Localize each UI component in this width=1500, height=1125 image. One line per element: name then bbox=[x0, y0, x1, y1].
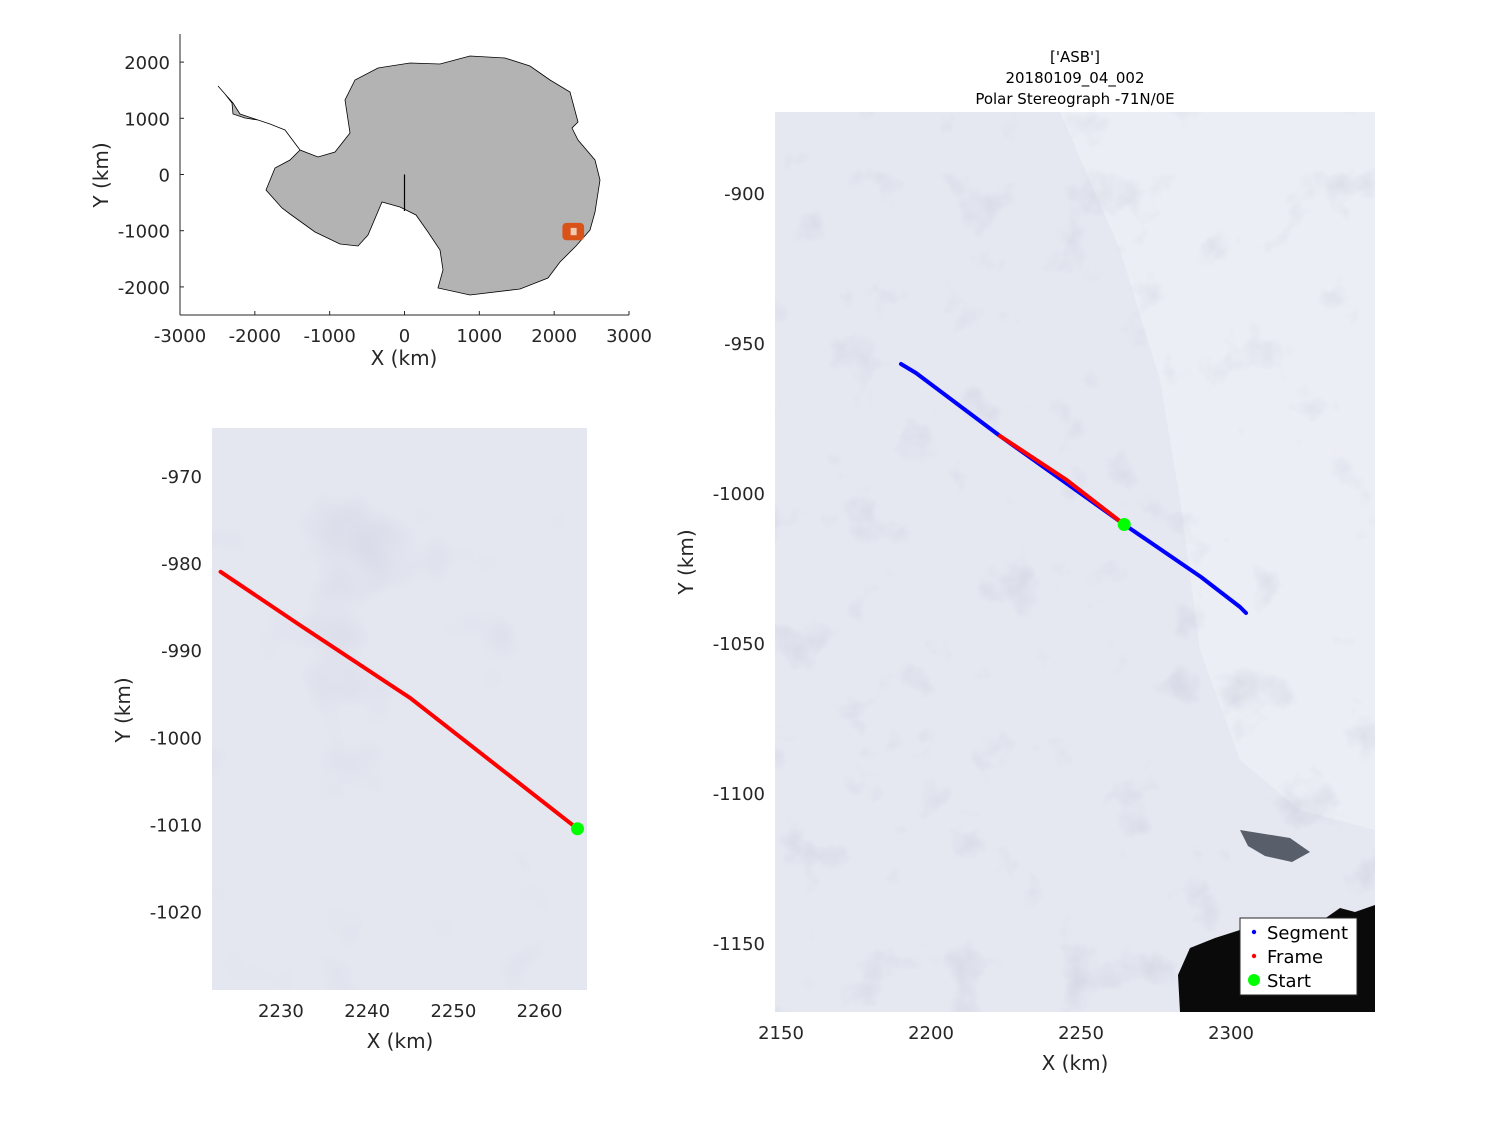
frame-zoom-ytick-label: -1010 bbox=[150, 815, 202, 836]
overview-ytick-label: -2000 bbox=[118, 278, 170, 299]
frame-zoom-xtick-label: 2240 bbox=[344, 1001, 390, 1022]
segment-map-xtick-label: 2250 bbox=[1058, 1023, 1104, 1044]
segment-map-xtick-label: 2300 bbox=[1208, 1023, 1254, 1044]
frame-zoom-ytick-label: -980 bbox=[161, 554, 202, 575]
segment-map-title-line-3: Polar Stereograph -71N/0E bbox=[975, 90, 1174, 108]
overview-panel: -3000 -2000 -1000 0 1000 2000 3000 -2000 -1000 0 1… bbox=[89, 34, 652, 370]
segment-map-ytick-label: -900 bbox=[724, 184, 765, 205]
overview-ylabel: Y (km) bbox=[89, 142, 113, 208]
overview-ytick-label: 0 bbox=[159, 166, 170, 187]
overview-xlabel: X (km) bbox=[371, 346, 438, 370]
frame-zoom-xtick-label: 2230 bbox=[258, 1001, 304, 1022]
segment-map-ytick-label: -1050 bbox=[713, 634, 765, 655]
overview-xtick-label: 3000 bbox=[606, 326, 652, 347]
frame-zoom-texture bbox=[212, 428, 587, 990]
frame-zoom-xtick-label: 2260 bbox=[517, 1001, 563, 1022]
overview-xtick-label: 1000 bbox=[456, 326, 502, 347]
segment-map-ytick-label: -1000 bbox=[713, 484, 765, 505]
legend-label-start: Start bbox=[1267, 971, 1311, 992]
legend-label-segment: Segment bbox=[1267, 923, 1348, 944]
segment-map-ytick-label: -1150 bbox=[713, 934, 765, 955]
segment-map-ytick-label: -1100 bbox=[713, 784, 765, 805]
frame-zoom-series bbox=[218, 569, 585, 836]
frame-zoom-ytick-label: -1020 bbox=[150, 903, 202, 924]
frame-zoom-ytick-label: -970 bbox=[161, 467, 202, 488]
overview-ytick-label: -1000 bbox=[118, 222, 170, 243]
frame-zoom-start-marker bbox=[571, 822, 585, 836]
segment-map-title-line-2: 20180109_04_002 bbox=[1005, 69, 1144, 88]
legend: Segment Frame Start bbox=[1239, 917, 1358, 996]
frame-zoom-ytick-label: -1000 bbox=[150, 728, 202, 749]
overview-ytick-label: 1000 bbox=[124, 109, 170, 130]
legend-label-frame: Frame bbox=[1267, 947, 1323, 968]
overview-xtick-label: -3000 bbox=[154, 326, 206, 347]
frame-zoom-ylabel: Y (km) bbox=[111, 677, 135, 743]
antarctica-landmass bbox=[217, 55, 601, 296]
segment-map-axes: 2150 2200 2250 2300 -900 -950 -1000 -1050 -1100 -… bbox=[713, 184, 1254, 1044]
highlight-box-inner bbox=[570, 227, 577, 236]
frame-zoom-ytick-label: -990 bbox=[161, 641, 202, 662]
legend-marker-frame bbox=[1251, 953, 1257, 959]
segment-map-ytick-label: -950 bbox=[724, 334, 765, 355]
segment-map-xtick-label: 2150 bbox=[758, 1023, 804, 1044]
segment-map-ylabel: Y (km) bbox=[674, 529, 698, 595]
legend-marker-segment bbox=[1251, 929, 1257, 935]
segment-map-xtick-label: 2200 bbox=[908, 1023, 954, 1044]
segment-map-sea-ice bbox=[1240, 830, 1310, 862]
frame-zoom-frame-line bbox=[218, 569, 580, 831]
overview-xtick-label: 0 bbox=[399, 326, 410, 347]
frame-zoom-xtick-label: 2250 bbox=[430, 1001, 476, 1022]
legend-marker-start bbox=[1248, 974, 1260, 986]
segment-map-panel: 2150 2200 2250 2300 -900 -950 -1000 -1050 -1100 -… bbox=[674, 48, 1375, 1075]
segment-map-title-line-1: ['ASB'] bbox=[1050, 48, 1100, 66]
frame-zoom-panel: 2230 2240 2250 2260 -970 -980 -990 -1000 -1010 -1… bbox=[111, 428, 587, 1053]
frame-zoom-axes: 2230 2240 2250 2260 -970 -980 -990 -1000 -1010 -1… bbox=[150, 467, 563, 1022]
overview-ytick-label: 2000 bbox=[124, 53, 170, 74]
segment-map-frame-line bbox=[998, 434, 1127, 527]
segment-map-xlabel: X (km) bbox=[1042, 1051, 1109, 1075]
overview-axes: -3000 -2000 -1000 0 1000 2000 3000 -2000 -1000 0 1… bbox=[118, 34, 652, 347]
overview-xtick-label: -1000 bbox=[304, 326, 356, 347]
frame-zoom-xlabel: X (km) bbox=[367, 1029, 434, 1053]
segment-map-series bbox=[899, 362, 1248, 615]
overview-xtick-label: 2000 bbox=[531, 326, 577, 347]
segment-map-start-marker bbox=[1117, 518, 1131, 531]
overview-xtick-label: -2000 bbox=[229, 326, 281, 347]
segment-map-texture bbox=[775, 112, 1375, 1012]
